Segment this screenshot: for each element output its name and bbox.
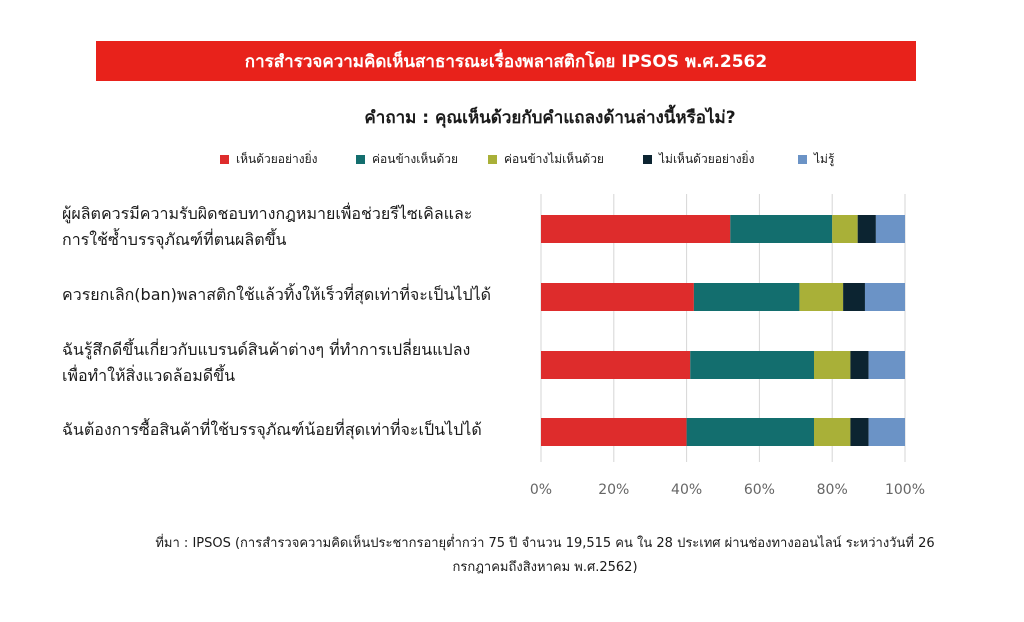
legend-item: เห็นด้วยอย่างยิ่ง	[220, 150, 318, 169]
bar-segment	[541, 215, 731, 243]
legend-item: ค่อนข้างไม่เห็นด้วย	[488, 150, 604, 169]
legend-swatch	[643, 155, 652, 164]
bar-segment	[864, 283, 905, 311]
category-label-line: ฉันต้องการซื้อสินค้าที่ใช้บรรจุภัณฑ์น้อย…	[62, 420, 482, 439]
legend-label: ไม่เห็นด้วยอย่างยิ่ง	[659, 152, 755, 166]
bar-segment	[686, 418, 814, 446]
category-label: ฉันต้องการซื้อสินค้าที่ใช้บรรจุภัณฑ์น้อย…	[62, 417, 532, 443]
category-label-line: เพื่อทำให้สิ่งแวดล้อมดีขึ้น	[62, 366, 236, 385]
legend-item: ไม่เห็นด้วยอย่างยิ่ง	[643, 150, 754, 169]
bar-segment	[541, 283, 694, 311]
bar-segment	[850, 418, 869, 446]
x-tick-label: 100%	[885, 482, 925, 498]
bar-segment	[541, 418, 687, 446]
bar-segment	[868, 351, 905, 379]
x-tick-label: 80%	[817, 482, 848, 498]
source-line-1: ที่มา : IPSOS (การสำรวจความคิดเห็นประชาก…	[155, 536, 935, 551]
category-label-line: ควรยกเลิก(ban)พลาสติกใช้แล้วทิ้งให้เร็วท…	[62, 285, 492, 304]
category-label-line: การใช้ซ้ำบรรจุภัณฑ์ที่ตนผลิตขึ้น	[62, 230, 287, 249]
legend-item: ไม่รู้	[798, 150, 834, 169]
survey-question: คำถาม : คุณเห็นด้วยกับคำแถลงด้านล่างนี้ห…	[364, 108, 736, 128]
chart-title-banner: การสำรวจความคิดเห็นสาธารณะเรื่องพลาสติกโ…	[96, 41, 916, 81]
bar-segment	[693, 283, 800, 311]
bar-segment	[730, 215, 833, 243]
legend-swatch	[488, 155, 497, 164]
x-tick-label: 20%	[598, 482, 629, 498]
legend-label: ค่อนข้างเห็นด้วย	[372, 152, 459, 166]
bar-segment	[541, 351, 691, 379]
category-label-line: ผู้ผลิตควรมีความรับผิดชอบทางกฎหมายเพื่อช…	[62, 204, 473, 223]
x-tick-label: 0%	[530, 482, 552, 498]
bar-segment	[843, 283, 865, 311]
bar-segment	[850, 351, 869, 379]
category-label: ผู้ผลิตควรมีความรับผิดชอบทางกฎหมายเพื่อช…	[62, 201, 532, 253]
bar-segment	[814, 351, 851, 379]
category-label: ฉันรู้สึกดีขึ้นเกี่ยวกับแบรนด์สินค้าต่าง…	[62, 337, 532, 389]
bar-segment	[690, 351, 814, 379]
source-line-2: กรกฎาคมถึงสิงหาคม พ.ศ.2562)	[452, 560, 638, 575]
legend-item: ค่อนข้างเห็นด้วย	[356, 150, 458, 169]
bar-segment	[857, 215, 876, 243]
legend-swatch	[798, 155, 807, 164]
legend-label: ค่อนข้างไม่เห็นด้วย	[504, 152, 604, 166]
legend-swatch	[220, 155, 229, 164]
legend: เห็นด้วยอย่างยิ่ง ค่อนข้างเห็นด้วย ค่อนข้า…	[0, 150, 1024, 170]
bar-segment	[814, 418, 851, 446]
x-tick-label: 60%	[744, 482, 775, 498]
legend-label: เห็นด้วยอย่างยิ่ง	[236, 152, 318, 166]
legend-swatch	[356, 155, 365, 164]
source-note: ที่มา : IPSOS (การสำรวจความคิดเห็นประชาก…	[20, 532, 1024, 580]
bar-segment	[799, 283, 844, 311]
bar-segment	[875, 215, 905, 243]
bar-segment	[868, 418, 905, 446]
x-tick-label: 40%	[671, 482, 702, 498]
bar-segment	[832, 215, 858, 243]
category-label-line: ฉันรู้สึกดีขึ้นเกี่ยวกับแบรนด์สินค้าต่าง…	[62, 340, 471, 359]
chart-title: การสำรวจความคิดเห็นสาธารณะเรื่องพลาสติกโ…	[244, 51, 768, 72]
category-label: ควรยกเลิก(ban)พลาสติกใช้แล้วทิ้งให้เร็วท…	[62, 282, 532, 308]
legend-label: ไม่รู้	[814, 152, 835, 166]
